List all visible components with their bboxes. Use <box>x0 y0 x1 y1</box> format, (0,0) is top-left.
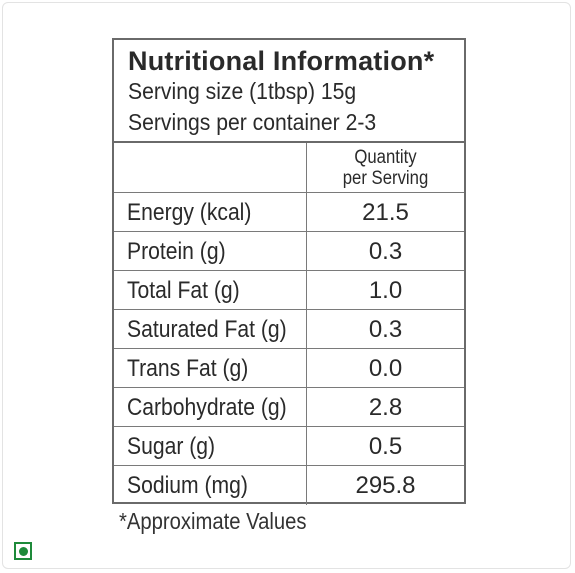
header-empty-cell <box>114 143 307 192</box>
nutrient-value: 2.8 <box>368 394 403 421</box>
table-row-total-fat: Total Fat (g) 1.0 <box>114 271 464 310</box>
table-row-carbohydrate: Carbohydrate (g) 2.8 <box>114 388 464 427</box>
table-row-trans-fat: Trans Fat (g) 0.0 <box>114 349 464 388</box>
nutrient-name: Sodium (mg) <box>114 466 307 505</box>
nutrient-name-text: Trans Fat (g) <box>127 355 249 382</box>
table-row-energy: Energy (kcal) 21.5 <box>114 193 464 232</box>
table-row-sugar: Sugar (g) 0.5 <box>114 427 464 466</box>
nutrient-value: 0.3 <box>368 316 403 343</box>
nutrition-table: Quantity per Serving Energy (kcal) 21.5 … <box>114 143 464 505</box>
nutrient-name: Trans Fat (g) <box>114 349 307 387</box>
nutrition-label: Nutritional Information* Serving size (1… <box>112 38 466 505</box>
label-header: Nutritional Information* Serving size (1… <box>114 40 464 143</box>
nutrient-value: 21.5 <box>362 199 409 226</box>
nutrient-name-text: Saturated Fat (g) <box>127 316 287 343</box>
table-row-saturated-fat: Saturated Fat (g) 0.3 <box>114 310 464 349</box>
nutrient-value: 1.0 <box>368 277 403 304</box>
table-header-row: Quantity per Serving <box>114 143 464 193</box>
nutrient-name-text: Protein (g) <box>127 238 226 265</box>
table-row-sodium: Sodium (mg) 295.8 <box>114 466 464 505</box>
nutrient-value: 0.0 <box>368 355 403 382</box>
nutrient-name-text: Energy (kcal) <box>127 199 252 226</box>
nutrient-name: Protein (g) <box>114 232 307 270</box>
servings-per-container: Servings per container 2-3 <box>128 109 377 135</box>
approximate-values-note: *Approximate Values <box>119 508 307 534</box>
nutrient-name-text: Total Fat (g) <box>127 277 240 304</box>
nutrient-name: Sugar (g) <box>114 427 307 465</box>
image-frame <box>2 2 571 569</box>
nutrient-name: Carbohydrate (g) <box>114 388 307 426</box>
nutrient-name-text: Sugar (g) <box>127 433 216 460</box>
serving-size: Serving size (1tbsp) 15g <box>128 78 357 104</box>
veg-indicator-icon <box>14 542 32 560</box>
label-title: Nutritional Information* <box>128 46 435 76</box>
nutrient-name-text: Sodium (mg) <box>127 472 248 499</box>
table-row-protein: Protein (g) 0.3 <box>114 232 464 271</box>
nutrient-name-text: Carbohydrate (g) <box>127 394 287 421</box>
nutrient-value: 0.5 <box>368 433 403 460</box>
nutrient-name: Saturated Fat (g) <box>114 310 307 348</box>
nutrient-name: Energy (kcal) <box>114 193 307 231</box>
veg-indicator-dot <box>18 546 28 556</box>
nutrient-value: 0.3 <box>368 238 403 265</box>
quantity-header-line2: per Serving <box>342 168 429 189</box>
quantity-header-line1: Quantity <box>354 147 417 168</box>
quantity-header: Quantity per Serving <box>307 143 464 192</box>
nutrient-value: 295.8 <box>355 472 416 499</box>
nutrient-name: Total Fat (g) <box>114 271 307 309</box>
